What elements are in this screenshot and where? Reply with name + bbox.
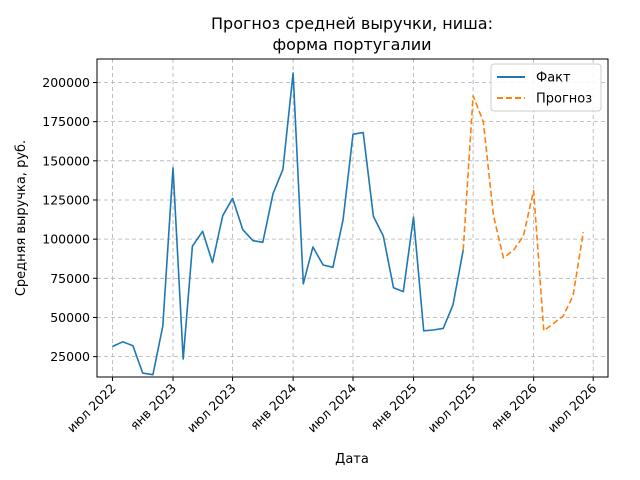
x-axis-ticks: июл 2022 янв 2023 июл 2023 янв 2024 июл 2024… <box>64 377 600 436</box>
y-tick-label: 75000 <box>50 271 90 286</box>
y-axis-label: Средняя выручка, руб. <box>14 140 29 296</box>
x-tick-label: июл 2026 <box>545 380 600 435</box>
legend-label-forecast: Прогноз <box>536 92 592 107</box>
series-line-forecast <box>462 95 585 332</box>
series-line-fact <box>112 72 464 376</box>
chart-title-line-2: форма португалии <box>272 35 431 54</box>
x-tick-label: июл 2025 <box>424 381 479 436</box>
chart-title-line-1: Прогноз средней выручки, ниша: <box>211 14 493 33</box>
y-tick-label: 200000 <box>42 75 90 90</box>
x-tick-label: июл 2022 <box>64 381 119 436</box>
series-layer <box>112 72 585 376</box>
x-tick-label: янв 2023 <box>127 381 179 433</box>
y-tick-label: 175000 <box>42 114 90 129</box>
x-axis-label: Дата <box>335 452 369 467</box>
grid <box>97 59 608 377</box>
x-tick-label: июл 2023 <box>184 381 239 436</box>
legend-frame <box>490 63 602 112</box>
legend-label-fact: Факт <box>536 71 571 86</box>
x-tick-label: июл 2024 <box>304 380 359 435</box>
y-tick-label: 125000 <box>42 192 90 207</box>
y-tick-label: 150000 <box>42 153 90 168</box>
x-tick-label: янв 2026 <box>488 380 540 432</box>
y-tick-label: 50000 <box>50 310 90 325</box>
y-tick-label: 100000 <box>42 232 90 247</box>
y-axis-ticks: 25000 50000 75000 100000 125000 150000 175000 2… <box>42 75 97 364</box>
y-tick-label: 25000 <box>50 349 90 364</box>
x-tick-label: янв 2024 <box>247 380 299 432</box>
x-tick-label: янв 2025 <box>367 381 419 433</box>
legend: Факт Прогноз <box>490 63 602 112</box>
